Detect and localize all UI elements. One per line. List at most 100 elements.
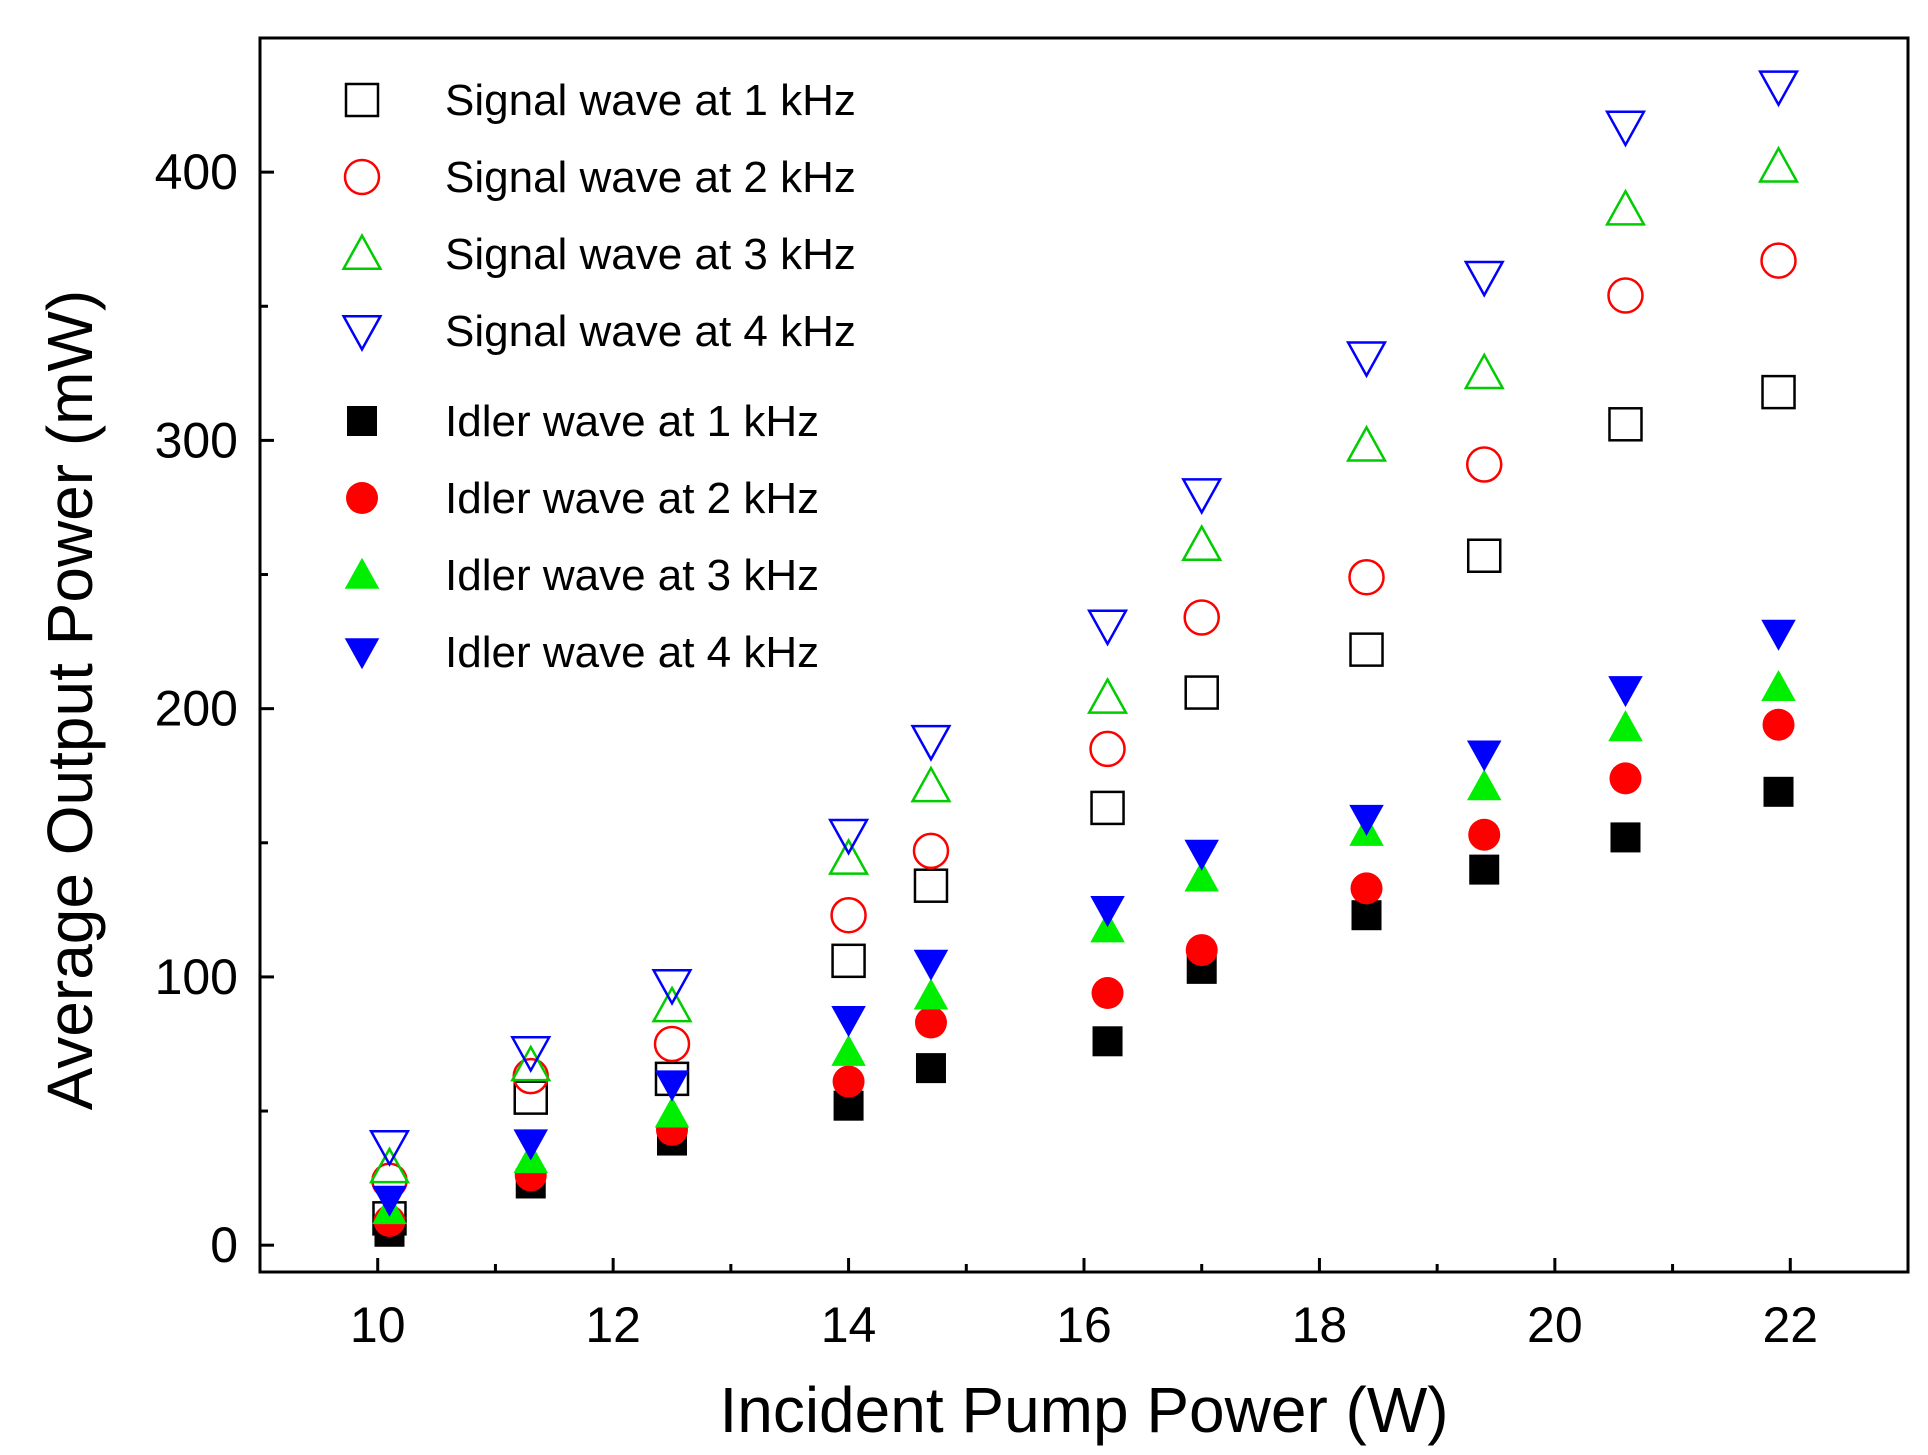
legend: Signal wave at 1 kHz Signal wave at 2 kHz… [341, 76, 856, 677]
legend-marker [343, 158, 381, 196]
data-point [1087, 609, 1129, 647]
data-point [1610, 822, 1641, 853]
data-point [1184, 839, 1219, 871]
data-point [1757, 145, 1800, 183]
data-point [913, 978, 949, 1010]
data-point [1181, 478, 1223, 516]
x-tick-label: 10 [350, 1297, 406, 1353]
data-point [1763, 776, 1794, 807]
x-tick-label: 12 [585, 1297, 641, 1353]
data-point [831, 1034, 866, 1066]
x-tick-label: 14 [821, 1297, 877, 1353]
y-tick-label: 300 [155, 412, 238, 468]
data-point [1604, 110, 1647, 148]
data-point [1092, 1026, 1123, 1057]
x-tick-label: 18 [1292, 1297, 1348, 1353]
data-point [1463, 352, 1505, 390]
data-point [372, 1185, 407, 1217]
data-point [1349, 804, 1384, 836]
data-point [654, 1070, 690, 1102]
data-point [913, 868, 949, 903]
data-point [913, 949, 949, 981]
data-point [510, 1036, 552, 1074]
data-point [1181, 524, 1223, 561]
data-point [1760, 242, 1797, 279]
data-point [651, 985, 693, 1023]
data-point [1608, 676, 1643, 708]
legend-marker [341, 233, 383, 270]
data-point [912, 832, 950, 870]
data-point [910, 765, 952, 803]
data-point [1465, 446, 1503, 483]
data-point [368, 1146, 411, 1184]
data-point [1608, 710, 1643, 742]
data-point [1466, 769, 1502, 801]
points-layer [368, 70, 1800, 1247]
x-axis-title: Incident Pump Power (W) [719, 1374, 1448, 1446]
legend-label: Signal wave at 2 kHz [445, 153, 856, 202]
data-point [651, 968, 693, 1006]
data-point [1185, 934, 1218, 967]
data-point [1608, 407, 1643, 442]
series-group [372, 619, 1796, 1217]
legend-marker [344, 638, 380, 670]
data-point [831, 943, 866, 979]
data-point [1184, 860, 1219, 892]
data-point [1469, 854, 1500, 885]
data-point [828, 837, 870, 875]
data-point [510, 1044, 552, 1082]
legend-label: Signal wave at 1 kHz [445, 76, 856, 125]
data-point [1345, 424, 1388, 462]
data-point [1761, 669, 1796, 701]
y-tick-label: 200 [155, 681, 238, 737]
data-point [1184, 675, 1219, 710]
y-tick-label: 100 [155, 949, 238, 1005]
data-point [1609, 762, 1642, 795]
data-point [1091, 977, 1124, 1010]
legend-label: Idler wave at 2 kHz [445, 474, 819, 523]
data-point [1350, 872, 1383, 905]
data-point [1604, 188, 1647, 226]
data-point [832, 1065, 865, 1098]
data-point [1761, 619, 1796, 651]
axes-layer: 10 12 14 16 18 20 22 0 100 200 300 400 [155, 36, 1910, 1353]
data-point [1762, 708, 1795, 741]
x-tick-label: 16 [1056, 1297, 1112, 1353]
data-point [914, 1006, 947, 1039]
data-point [1761, 374, 1796, 410]
data-point [910, 724, 952, 762]
y-tick-label: 400 [155, 144, 238, 200]
data-point [1090, 896, 1125, 928]
legend-label: Signal wave at 3 kHz [445, 230, 856, 279]
data-point [368, 1129, 411, 1167]
data-point [1466, 538, 1502, 573]
data-point [1348, 558, 1385, 596]
y-axis-title: Average Output Power (mW) [34, 290, 106, 1110]
data-point [1468, 818, 1501, 851]
x-tick-label: 22 [1762, 1297, 1818, 1353]
legend-label: Signal wave at 4 kHz [445, 307, 856, 356]
series-group [368, 70, 1800, 1167]
data-point [915, 1053, 946, 1084]
legend-marker [347, 406, 377, 436]
legend-label: Idler wave at 1 kHz [445, 397, 819, 446]
data-point [831, 1006, 866, 1038]
data-point [1351, 900, 1382, 931]
series-group [368, 145, 1800, 1184]
data-point [1183, 599, 1220, 636]
data-point [1090, 790, 1125, 826]
legend-marker [346, 482, 378, 514]
data-point [830, 896, 867, 934]
data-point [1089, 730, 1126, 768]
data-point [828, 818, 870, 856]
legend-label: Idler wave at 4 kHz [445, 628, 819, 677]
data-point [513, 1129, 548, 1161]
legend-label: Idler wave at 3 kHz [445, 551, 819, 600]
x-tick-label: 20 [1527, 1297, 1583, 1353]
data-point [653, 1025, 691, 1063]
y-tick-label: 0 [210, 1217, 238, 1273]
legend-marker [344, 82, 380, 118]
data-point [1757, 70, 1800, 108]
